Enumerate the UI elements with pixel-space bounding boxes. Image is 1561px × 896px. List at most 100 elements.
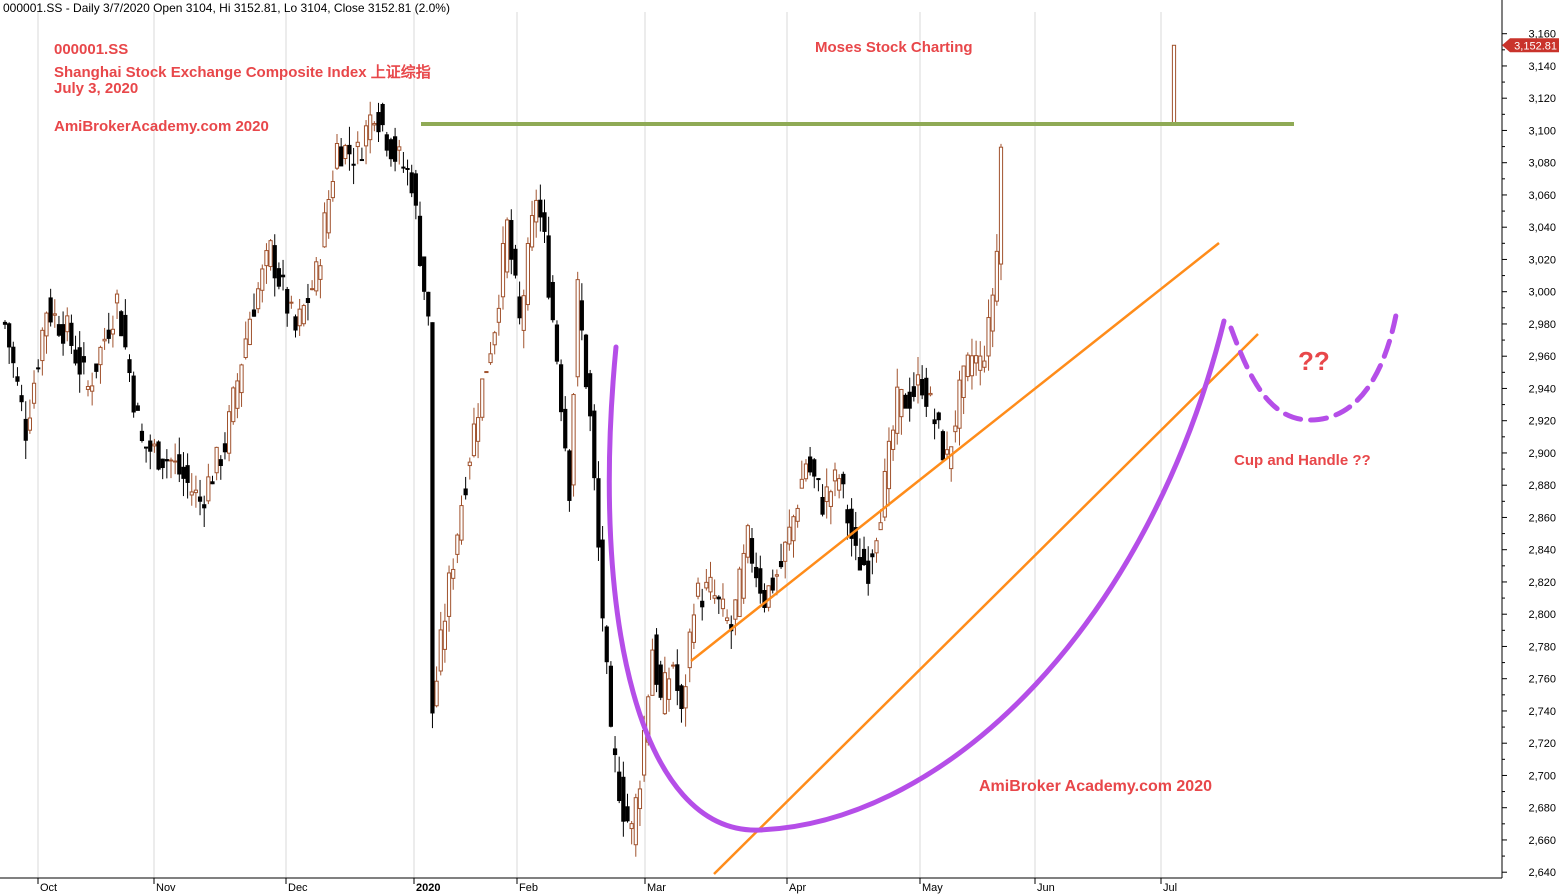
candle-body (895, 386, 900, 434)
candle-body (56, 324, 62, 336)
candle-body (177, 454, 182, 475)
y-tick-label: 2,920 (1528, 416, 1556, 428)
candle-body (845, 509, 850, 524)
handle-dashed-curve (1228, 312, 1399, 423)
candle-body (824, 486, 829, 503)
candle-body (554, 324, 560, 362)
candle-body (347, 144, 352, 155)
x-tick-label: Jul (1163, 882, 1177, 894)
candle-body (791, 516, 796, 542)
candle-body (426, 291, 431, 317)
candle-body (928, 392, 933, 396)
candle-body (94, 363, 99, 372)
candle-body (148, 440, 153, 452)
ticker-annotation: 000001.SS (54, 41, 129, 58)
candle-body (413, 173, 418, 206)
candle-body (870, 553, 875, 558)
candle-body (588, 373, 593, 417)
candle-body (69, 322, 74, 346)
candle-body (758, 568, 763, 594)
candle-body (642, 730, 647, 776)
y-tick-label: 2,700 (1528, 770, 1556, 782)
candle-body (239, 364, 244, 394)
candle-body (849, 508, 854, 539)
candle-body (144, 446, 149, 449)
candle-body (480, 378, 485, 418)
candle-body (73, 349, 78, 364)
candle-body (351, 163, 356, 166)
candle-body (899, 388, 904, 418)
candle-body (546, 235, 551, 298)
candle-body (749, 538, 755, 564)
candle-body (820, 496, 825, 515)
candle-body (322, 212, 327, 248)
candle-body (812, 459, 817, 477)
candle-body (965, 354, 970, 378)
y-tick-label: 2,960 (1528, 351, 1556, 363)
candle-body (363, 125, 369, 147)
candle-body (318, 265, 323, 280)
candle-body (496, 307, 501, 323)
y-tick-label: 2,640 (1528, 867, 1556, 879)
candle-body (235, 380, 240, 409)
y-tick-label: 3,060 (1528, 190, 1556, 202)
candle-body (998, 146, 1004, 265)
candle-body (231, 387, 236, 423)
candle-body (969, 355, 975, 377)
chart-header-info: 000001.SS - Daily 3/7/2020 Open 3104, Hi… (3, 1, 450, 15)
candle-body (832, 469, 838, 482)
candle-body (471, 423, 477, 457)
candle-body (197, 496, 203, 502)
y-tick-label: 2,840 (1528, 545, 1556, 557)
candle-body (857, 557, 862, 571)
candle-body (695, 582, 701, 597)
candle-body (704, 581, 709, 589)
candle-body (596, 478, 601, 548)
x-tick-label: Oct (40, 882, 57, 894)
candle-body (687, 631, 692, 669)
candle-body (907, 391, 912, 409)
candle-body (214, 446, 219, 474)
candle-body (808, 456, 813, 473)
candle-body (953, 425, 958, 433)
candle-body (513, 248, 518, 276)
candle-body (285, 288, 290, 314)
candle-body (583, 334, 589, 388)
candle-body (745, 525, 750, 558)
y-tick-label: 2,900 (1528, 448, 1556, 460)
candle-body (725, 617, 730, 622)
candle-body (592, 410, 597, 479)
question-annotation: ?? (1298, 346, 1330, 376)
candle-body (264, 250, 269, 267)
candle-body (102, 338, 107, 342)
candle-body (251, 309, 257, 317)
candle-body (920, 379, 925, 396)
candle-body (409, 172, 414, 194)
candle-body (127, 359, 132, 374)
candle-body (774, 574, 779, 577)
candle-body (343, 145, 348, 160)
candle-body (405, 167, 410, 170)
candle-body (737, 568, 742, 617)
y-tick-label: 2,740 (1528, 706, 1556, 718)
candle-body (866, 560, 871, 584)
y-tick-label: 3,120 (1528, 93, 1556, 105)
candle-body (301, 305, 306, 325)
candle-body (438, 629, 443, 672)
y-tick-label: 2,800 (1528, 609, 1556, 621)
candle-body (19, 395, 24, 403)
candle-body (882, 470, 887, 518)
candle-body (700, 600, 705, 608)
candle-body (156, 441, 161, 470)
candle-body (559, 364, 564, 413)
y-tick-label: 3,020 (1528, 254, 1556, 266)
candle-body (911, 386, 916, 397)
candle-body (110, 328, 116, 335)
candle-body (131, 375, 136, 413)
brand-annotation: Moses Stock Charting (815, 39, 973, 56)
candle-body (978, 355, 983, 371)
candle-body (280, 274, 286, 278)
x-tick-label: Apr (789, 882, 806, 894)
candle-body (766, 585, 771, 608)
x-tick-label: May (922, 882, 943, 894)
